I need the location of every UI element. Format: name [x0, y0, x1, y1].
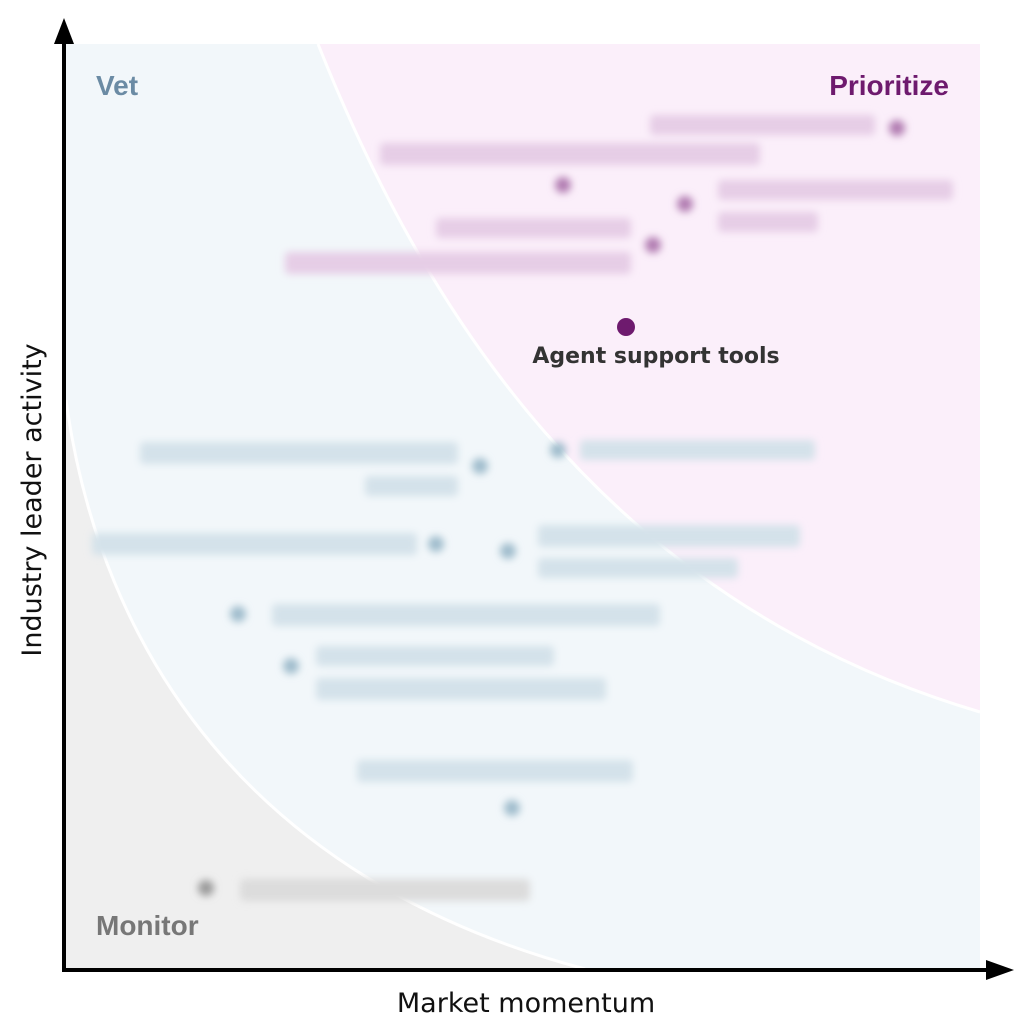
obscured-point	[283, 658, 299, 674]
obscured-point	[504, 800, 520, 816]
obscured-label	[316, 678, 606, 700]
x-axis-title: Market momentum	[397, 988, 655, 1019]
obscured-point	[230, 606, 246, 622]
monitor-zone	[66, 400, 585, 969]
zone-label-monitor: Monitor	[96, 910, 199, 941]
monitor-boundary	[66, 399, 586, 969]
zone-label-prioritize: Prioritize	[829, 70, 949, 101]
obscured-label	[538, 525, 800, 547]
obscured-label	[92, 533, 417, 555]
obscured-label	[272, 604, 660, 626]
obscured-label	[538, 558, 738, 578]
obscured-label	[436, 218, 631, 238]
obscured-point	[645, 237, 661, 253]
obscured-label	[316, 646, 554, 666]
obscured-label	[718, 212, 818, 232]
obscured-point	[472, 458, 488, 474]
obscured-label	[140, 442, 458, 464]
data-point[interactable]	[617, 318, 635, 336]
prioritize-zone	[318, 44, 980, 712]
obscured-label	[718, 180, 953, 200]
y-axis-title: Industry leader activity	[17, 343, 48, 656]
prioritize-boundary	[316, 44, 980, 714]
obscured-point	[550, 442, 566, 458]
obscured-label	[380, 143, 760, 165]
obscured-point	[677, 196, 693, 212]
obscured-points	[92, 115, 953, 901]
obscured-point	[428, 536, 444, 552]
y-axis-arrowhead	[54, 18, 74, 44]
obscured-point	[555, 177, 571, 193]
obscured-label	[240, 879, 530, 901]
obscured-point	[198, 880, 214, 896]
obscured-label	[650, 115, 875, 135]
obscured-point	[500, 543, 516, 559]
obscured-label	[580, 440, 815, 460]
obscured-label	[357, 760, 633, 782]
zone-label-vet: Vet	[96, 70, 138, 101]
data-label: Agent support tools	[532, 344, 779, 369]
obscured-point	[889, 120, 905, 136]
x-axis-arrowhead	[986, 960, 1014, 980]
obscured-label	[365, 476, 458, 496]
obscured-label	[285, 252, 631, 274]
axes	[54, 18, 1014, 980]
